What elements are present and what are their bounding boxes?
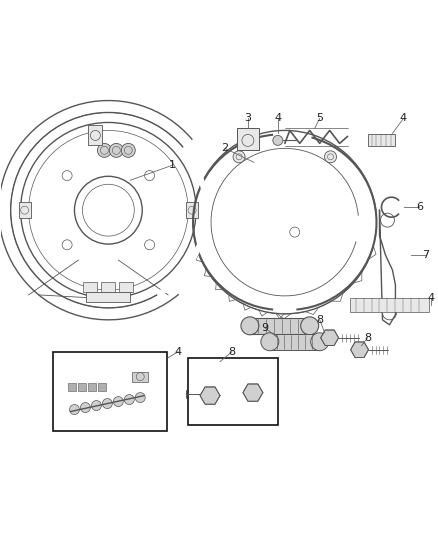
Bar xyxy=(132,372,148,382)
Bar xyxy=(186,202,198,218)
Circle shape xyxy=(241,317,259,335)
Polygon shape xyxy=(321,330,339,345)
Bar xyxy=(88,383,96,391)
Bar xyxy=(88,125,102,146)
Text: 8: 8 xyxy=(316,315,323,325)
Circle shape xyxy=(102,399,112,409)
Circle shape xyxy=(233,151,245,163)
Bar xyxy=(83,282,97,292)
Circle shape xyxy=(70,405,79,415)
Text: 7: 7 xyxy=(422,250,429,260)
Polygon shape xyxy=(243,384,263,401)
Bar xyxy=(86,292,130,302)
Bar xyxy=(53,352,167,432)
Text: 6: 6 xyxy=(416,202,423,212)
Bar xyxy=(350,298,429,312)
Circle shape xyxy=(110,143,124,157)
Polygon shape xyxy=(350,342,368,358)
Bar xyxy=(119,282,133,292)
Bar xyxy=(68,383,77,391)
Text: 3: 3 xyxy=(244,114,251,124)
Bar xyxy=(367,134,396,147)
Text: 8: 8 xyxy=(364,333,371,343)
Text: 4: 4 xyxy=(428,293,435,303)
Text: 2: 2 xyxy=(222,143,229,154)
Text: 8: 8 xyxy=(228,347,236,357)
Text: 4: 4 xyxy=(175,347,182,357)
Bar xyxy=(188,358,278,425)
Circle shape xyxy=(311,333,328,351)
Circle shape xyxy=(121,143,135,157)
Circle shape xyxy=(325,151,336,163)
Bar xyxy=(101,282,115,292)
Bar xyxy=(19,202,31,218)
Bar xyxy=(99,383,106,391)
Circle shape xyxy=(273,135,283,146)
Circle shape xyxy=(301,317,319,335)
Circle shape xyxy=(124,394,134,405)
Bar xyxy=(270,334,320,350)
Bar xyxy=(237,128,259,150)
Polygon shape xyxy=(200,387,220,404)
Circle shape xyxy=(92,401,101,410)
Circle shape xyxy=(97,143,111,157)
Text: 4: 4 xyxy=(400,114,407,124)
Circle shape xyxy=(81,402,90,413)
Text: 4: 4 xyxy=(274,114,281,124)
Text: 9: 9 xyxy=(261,323,268,333)
Bar xyxy=(250,318,310,334)
Circle shape xyxy=(113,397,124,407)
Text: 5: 5 xyxy=(316,114,323,124)
Circle shape xyxy=(135,393,145,402)
Text: 1: 1 xyxy=(169,160,176,171)
Circle shape xyxy=(261,333,279,351)
Bar xyxy=(78,383,86,391)
